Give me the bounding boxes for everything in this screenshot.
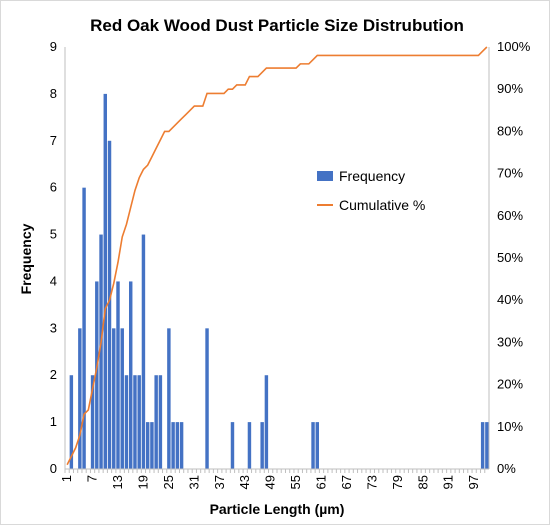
bar-100 (485, 422, 489, 469)
y2-tick-label-60pct: 60% (497, 208, 523, 223)
cumulative-line (66, 46, 488, 466)
y-tick-label-2: 2 (50, 367, 57, 382)
bar-22 (154, 375, 158, 469)
bar-47 (260, 422, 264, 469)
x-tick-label-13: 13 (110, 475, 125, 489)
bar-34 (205, 328, 209, 469)
x-tick-label-85: 85 (415, 475, 430, 489)
y2-tick-label-80pct: 80% (497, 123, 523, 138)
y-tick-label-8: 8 (50, 86, 57, 101)
y2-tick-label-0pct: 0% (497, 461, 516, 476)
y2-tick-label-20pct: 20% (497, 377, 523, 392)
bar-26 (171, 422, 175, 469)
plot-layer (66, 46, 489, 469)
bar-60 (315, 422, 319, 469)
bar-7 (90, 375, 95, 469)
legend: Frequency Cumulative % (317, 168, 425, 213)
y-tick-label-7: 7 (50, 133, 57, 148)
y-axis-label: Frequency (18, 223, 34, 294)
bar-21 (150, 422, 154, 469)
x-tick-label-25: 25 (161, 475, 176, 489)
bar-20 (145, 422, 150, 469)
bar-48 (264, 375, 269, 469)
x-tick-label-61: 61 (314, 475, 329, 489)
x-tick-label-55: 55 (288, 475, 303, 489)
bar-17 (133, 375, 137, 469)
x-tick-label-67: 67 (339, 475, 354, 489)
bar-18 (137, 375, 141, 469)
bar-2 (69, 375, 74, 469)
bar-11 (107, 140, 112, 469)
bar-13 (116, 281, 120, 469)
bar-25 (167, 328, 171, 469)
x-tick-label-49: 49 (263, 475, 278, 489)
bar-15 (124, 375, 129, 469)
y2-tick-label-50pct: 50% (497, 250, 523, 265)
x-tick-label-43: 43 (237, 475, 252, 489)
bar-12 (112, 328, 116, 469)
x-axis-label: Particle Length (µm) (210, 501, 345, 517)
legend-label-cumulative: Cumulative % (339, 197, 425, 213)
bar-27 (175, 422, 180, 469)
y-tick-label-3: 3 (50, 320, 57, 335)
x-tick-label-19: 19 (135, 475, 150, 489)
chart-title: Red Oak Wood Dust Particle Size Distrubu… (90, 16, 464, 35)
bar-16 (129, 281, 133, 469)
bar-4 (78, 328, 82, 469)
x-tick-label-31: 31 (186, 475, 201, 489)
bar-59 (311, 422, 315, 469)
x-tick-label-7: 7 (85, 475, 100, 482)
bar-14 (120, 328, 124, 469)
y2-tick-label-40pct: 40% (497, 292, 523, 307)
y-tick-label-9: 9 (50, 39, 57, 54)
bar-44 (247, 422, 252, 469)
y2-tick-label-100pct: 100% (497, 39, 531, 54)
axes-layer: 01234567890%10%20%30%40%50%60%70%80%90%1… (50, 39, 531, 489)
y-tick-label-1: 1 (50, 414, 57, 429)
legend-swatch-frequency (317, 171, 333, 181)
y-tick-label-6: 6 (50, 180, 57, 195)
x-tick-label-97: 97 (466, 475, 481, 489)
legend-label-frequency: Frequency (339, 168, 405, 184)
bar-10 (103, 93, 107, 469)
bar-40 (230, 422, 235, 469)
bar-9 (99, 234, 103, 469)
y-tick-label-0: 0 (50, 461, 57, 476)
bar-5 (82, 187, 86, 469)
bar-23 (158, 375, 163, 469)
bar-8 (95, 281, 99, 469)
x-tick-label-37: 37 (212, 475, 227, 489)
y-tick-label-5: 5 (50, 227, 57, 242)
y2-tick-label-90pct: 90% (497, 81, 523, 96)
y-tick-label-4: 4 (50, 273, 57, 288)
x-tick-label-79: 79 (390, 475, 405, 489)
bar-19 (141, 234, 146, 469)
x-tick-label-91: 91 (441, 475, 456, 489)
y2-tick-label-30pct: 30% (497, 334, 523, 349)
y2-tick-label-70pct: 70% (497, 166, 523, 181)
bar-99 (480, 422, 485, 469)
bar-28 (179, 422, 184, 469)
y2-tick-label-10pct: 10% (497, 419, 523, 434)
x-tick-label-73: 73 (364, 475, 379, 489)
x-tick-label-1: 1 (59, 475, 74, 482)
